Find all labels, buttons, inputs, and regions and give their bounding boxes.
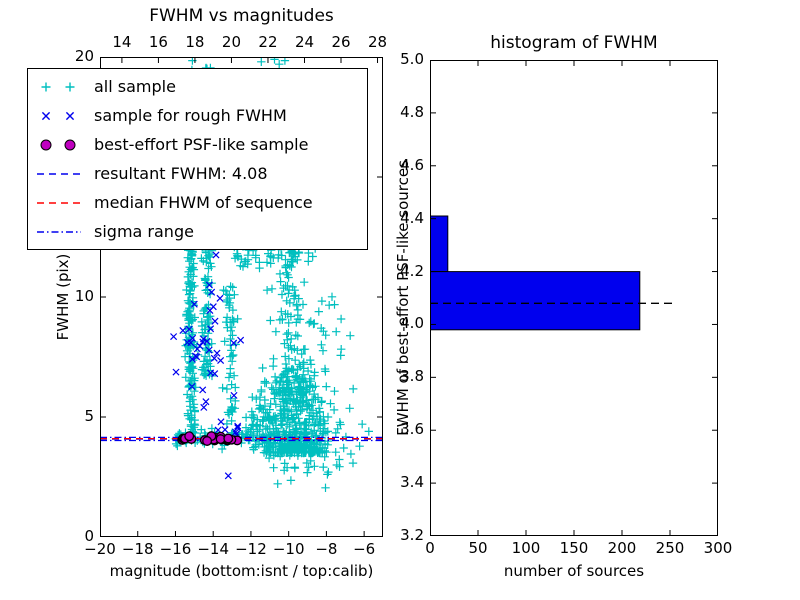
x-tick-label-bottom: −10 (272, 540, 305, 558)
scatter-plot-axes: −20 −18 −16 −14 −12 −10 −8 −6 14 16 18 20 22 24 26 28 0 5… (75, 34, 387, 557)
y-tick-label: 4.6 (400, 155, 424, 174)
legend-item-label: median FHWM of sequence (94, 193, 313, 212)
y-tick-label: 3.4 (400, 473, 424, 492)
x-tick-label-top: 26 (331, 33, 351, 51)
scatter-canvas (100, 57, 383, 537)
scatter-x-axis-label: magnitude (bottom:isnt / top:calib) (109, 562, 374, 580)
y-tick-label: 4.8 (400, 102, 424, 121)
histogram-plot-axes: 0 50 100 150 200 250 300 3.2 3.4 3.6 3.8 4.0 4.2 4.4 4… (400, 51, 732, 556)
y-tick-label: 10 (74, 287, 94, 305)
y-tick-label: 5 (84, 407, 94, 425)
rough-fwhm-sample-points (170, 251, 245, 480)
x-tick-label: 250 (655, 539, 685, 557)
legend-item-label: resultant FWHM: 4.08 (94, 164, 268, 183)
x-tick-label-top: 18 (185, 33, 205, 51)
y-tick-label: 4.2 (400, 261, 424, 280)
x-tick-label-top: 20 (221, 33, 241, 51)
legend-item-best-effort-psf-like-sample: best-effort PSF-like sample (34, 130, 361, 159)
legend-item-median-fhwm-of-sequence: median FHWM of sequence (34, 188, 361, 217)
histogram-canvas (430, 60, 718, 536)
legend-item-label: sigma range (94, 222, 194, 241)
x-tick-label: 150 (559, 539, 589, 557)
y-tick-label: 4.0 (400, 314, 424, 333)
legend-item-label: all sample (94, 77, 176, 96)
histogram-bar (430, 215, 449, 272)
x-tick-label-top: 24 (294, 33, 315, 51)
histogram-x-axis-label: number of sources (503, 562, 645, 580)
x-tick-label-bottom: −16 (159, 540, 192, 558)
y-tick-label: 3.2 (400, 526, 424, 544)
x-tick-label-bottom: −20 (84, 540, 116, 558)
legend: all sample sample for rough FWHM best-effo… (27, 68, 368, 250)
x-tick-label-top: 16 (148, 33, 168, 51)
x-tick-label-top: 14 (112, 33, 132, 51)
legend-marker-dot-icon (40, 139, 76, 151)
legend-item-label: best-effort PSF-like sample (94, 135, 309, 154)
x-tick-label-top: 22 (258, 33, 278, 51)
legend-marker-dashdot-icon (37, 231, 81, 233)
x-tick-label-bottom: −18 (121, 540, 154, 558)
legend-marker-cross-icon (41, 111, 75, 121)
legend-item-resultant-fwhm-4-08: resultant FWHM: 4.08 (34, 159, 361, 188)
legend-marker-dash-icon (37, 202, 81, 204)
legend-item-all-sample: all sample (34, 72, 361, 101)
histogram-bar (430, 271, 641, 331)
legend-marker-dash-icon (37, 173, 81, 175)
scatter-plot-title: FWHM vs magnitudes (149, 6, 334, 26)
legend-item-label: sample for rough FWHM (94, 106, 287, 125)
x-tick-label: 200 (607, 539, 637, 557)
x-tick-label-bottom: −12 (235, 540, 267, 558)
y-tick-label: 4.4 (400, 208, 424, 227)
x-tick-label: 100 (511, 539, 541, 557)
y-tick-label: 3.8 (400, 367, 424, 386)
y-tick-label: 5.0 (400, 50, 424, 68)
scatter-y-axis-label: FWHM (pix) (54, 253, 72, 341)
y-tick-label: 0 (84, 527, 94, 545)
y-tick-label: 3.6 (400, 420, 424, 439)
x-tick-label: 0 (425, 539, 435, 557)
histogram-y-axis-label: FWHM of best-effort PSF-like sources (394, 160, 412, 436)
x-tick-label-bottom: −6 (353, 540, 376, 558)
legend-marker-plus-icon (41, 82, 75, 92)
x-tick-label-bottom: −14 (197, 540, 230, 558)
x-tick-label: 50 (468, 539, 488, 557)
legend-item-sample-for-rough-fwhm: sample for rough FWHM (34, 101, 361, 130)
y-tick-label: 20 (74, 47, 94, 65)
psf-sample-points (177, 431, 243, 446)
legend-item-sigma-range: sigma range (34, 217, 361, 246)
histogram-plot-title: histogram of FWHM (490, 33, 658, 53)
x-tick-label: 300 (703, 539, 733, 557)
x-tick-label-top: 28 (367, 33, 388, 51)
x-tick-label-bottom: −8 (315, 540, 338, 558)
